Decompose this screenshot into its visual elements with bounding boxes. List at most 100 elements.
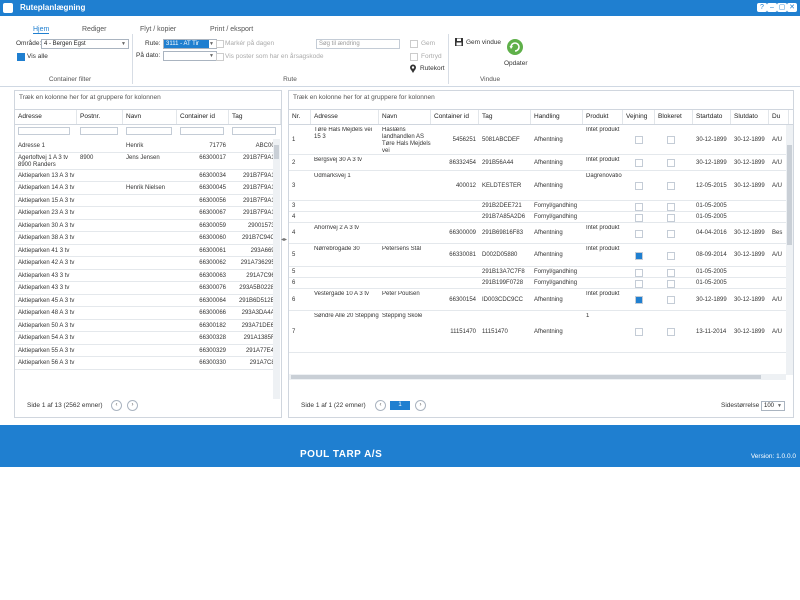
table-row[interactable]: Agertoftvej 1 A 3 tv 8900 Randers 8900 Jen…	[15, 153, 278, 170]
horizontal-scrollbar-thumb[interactable]	[291, 375, 761, 379]
filter-input-name[interactable]	[126, 127, 172, 135]
weighing-checkbox[interactable]	[635, 328, 643, 336]
table-row[interactable]: 4 Ahornvej 2 A 3 tv 66300009 291B69816F83 Af…	[289, 223, 786, 244]
column-header-number[interactable]: Nr.	[289, 110, 311, 124]
table-row[interactable]: 5 291B13A7C7F8 Fornyl/gandhing 01-05-2005	[289, 267, 786, 278]
left-scrollbar[interactable]	[273, 139, 280, 399]
blocked-checkbox[interactable]	[667, 296, 675, 304]
route-select[interactable]: 3111 - AT Tir	[163, 39, 211, 49]
prev-page-button[interactable]: ‹	[375, 400, 386, 411]
column-header-container-id[interactable]: Container id	[177, 110, 229, 124]
weighing-checkbox[interactable]	[635, 182, 643, 190]
date-picker[interactable]	[163, 51, 211, 61]
blocked-checkbox[interactable]	[667, 203, 675, 211]
table-row[interactable]: Aktieparken 54 A 3 tv 66300328 291A1385F5	[15, 332, 278, 345]
page-size-select[interactable]: 100 ▼	[761, 401, 785, 411]
column-header-container-id[interactable]: Container id	[431, 110, 479, 124]
table-row[interactable]: 3 Udmarksvej 1 400012 KELDTESTER Afhentning D…	[289, 171, 786, 201]
column-header-end-date[interactable]: Slutdato	[731, 110, 769, 124]
table-row[interactable]: Aktieparken 45 A 3 tv 66300064 291B6D512E8	[15, 295, 278, 307]
prev-page-button[interactable]: ‹	[111, 400, 122, 411]
column-header-action[interactable]: Handling	[531, 110, 583, 124]
weighing-checkbox[interactable]	[635, 203, 643, 211]
blocked-checkbox[interactable]	[667, 269, 675, 277]
table-row[interactable]: Aktieparken 23 A 3 tv 66300067 291B7F9A14	[15, 207, 278, 220]
column-header-start-date[interactable]: Startdato	[693, 110, 731, 124]
table-row[interactable]: 1 Tøre Hals Mejdels vei 15 3 Haslæns landh…	[289, 125, 786, 155]
table-row[interactable]: 3 291B2DEE721 Fornyl/gandhing 01-05-2005	[289, 201, 786, 212]
table-row[interactable]: Aktieparken 14 A 3 tv Henrik Nielsen 66300…	[15, 182, 278, 195]
save-window-button[interactable]: Gem vindue	[466, 39, 502, 46]
blocked-checkbox[interactable]	[667, 136, 675, 144]
route-map-button[interactable]: Rutekort	[420, 65, 445, 72]
left-scrollbar-thumb[interactable]	[274, 145, 279, 159]
minimize-button[interactable]: –	[767, 3, 777, 12]
blocked-checkbox[interactable]	[667, 328, 675, 336]
weighing-checkbox[interactable]	[635, 280, 643, 288]
splitter-handle[interactable]: ◂▸	[281, 237, 288, 243]
weighing-checkbox[interactable]	[635, 296, 643, 304]
table-row[interactable]: Aktieparken 56 A 3 tv 66300330 291A7C84	[15, 357, 278, 370]
column-header-weighing[interactable]: Vejning	[623, 110, 655, 124]
filter-input-tag[interactable]	[232, 127, 276, 135]
blocked-checkbox[interactable]	[667, 159, 675, 167]
table-row[interactable]: Aktieparken 13 A 3 tv 66300034 291B7F9A14	[15, 170, 278, 182]
filter-input-address[interactable]	[18, 127, 70, 135]
map-pin-icon[interactable]	[409, 64, 417, 73]
save-disk-icon[interactable]	[455, 38, 463, 46]
table-row[interactable]: 7 Søndre Alle 20 Stepping Stepping Skole 11…	[289, 311, 786, 353]
weighing-checkbox[interactable]	[635, 269, 643, 277]
blocked-checkbox[interactable]	[667, 280, 675, 288]
column-header-name[interactable]: Navn	[123, 110, 177, 124]
table-row[interactable]: Aktieparken 42 A 3 tv 66300062 291A7362955	[15, 257, 278, 270]
weighing-checkbox[interactable]	[635, 229, 643, 238]
blocked-checkbox[interactable]	[667, 182, 675, 190]
tab-print-export[interactable]: Print / eksport	[210, 26, 254, 33]
table-row[interactable]: 4 291B7A85A2D6 Fornyl/gandhing 01-05-2005	[289, 212, 786, 223]
column-header-address[interactable]: Adresse	[311, 110, 379, 124]
table-row[interactable]: Aktieparken 50 A 3 tv 66300182 293A71DE6A	[15, 320, 278, 332]
column-header-postcode[interactable]: Postnr.	[77, 110, 123, 124]
weighing-checkbox[interactable]	[635, 214, 643, 222]
reason-code-checkbox[interactable]	[216, 53, 224, 61]
right-scrollbar-thumb[interactable]	[787, 145, 792, 245]
horizontal-scrollbar[interactable]	[289, 374, 786, 380]
refresh-button[interactable]: Opdater	[504, 60, 528, 67]
weighing-checkbox[interactable]	[635, 159, 643, 167]
blocked-checkbox[interactable]	[667, 214, 675, 222]
table-row[interactable]: 2 Bergsvej 30 A 3 tv 86332454 291B56A44 Afhe…	[289, 155, 786, 171]
column-header-address[interactable]: Adresse	[15, 110, 77, 124]
column-header-tag[interactable]: Tag	[479, 110, 531, 124]
next-page-button[interactable]: ›	[415, 400, 426, 411]
table-row[interactable]: 5 Nørrebrogade 30 Petersens Stål 66330081 D0…	[289, 244, 786, 267]
area-select[interactable]: 4 - Bergen Egst ▼	[41, 39, 129, 49]
table-row[interactable]: Aktieparken 15 A 3 tv 66300056 291B7F9A14	[15, 195, 278, 207]
save-checkbox[interactable]	[410, 40, 418, 48]
undo-checkbox[interactable]	[410, 53, 418, 61]
table-row[interactable]: Aktieparken 43 3 tv 66300063 291A7C963	[15, 270, 278, 282]
weighing-checkbox[interactable]	[635, 136, 643, 144]
column-header-du[interactable]: Du	[769, 110, 789, 124]
table-row[interactable]: 6 291B199F0728 Fornyl/gandhing 01-05-2005	[289, 278, 786, 289]
blocked-checkbox[interactable]	[667, 229, 675, 238]
table-row[interactable]: Aktieparken 48 A 3 tv 66300066 293A3DA4A3	[15, 307, 278, 320]
right-scrollbar[interactable]	[786, 125, 793, 375]
column-header-product[interactable]: Produkt	[583, 110, 623, 124]
filter-input-postcode[interactable]	[80, 127, 118, 135]
show-all-checkbox[interactable]	[17, 53, 25, 61]
close-button[interactable]: ✕	[787, 3, 797, 12]
table-row[interactable]: Aktieparken 30 A 3 tv 66300059 290015735	[15, 220, 278, 232]
next-page-button[interactable]: ›	[127, 400, 138, 411]
column-header-blocked[interactable]: Blokeret	[655, 110, 693, 124]
tab-edit[interactable]: Rediger	[82, 26, 107, 33]
weighing-checkbox[interactable]	[635, 251, 643, 260]
table-row[interactable]: Aktieparken 55 A 3 tv 66300329 291A77E4S	[15, 345, 278, 357]
table-row[interactable]: Adresse 1 Henrik 71776 ABC000	[15, 140, 278, 153]
current-page-button[interactable]: 1	[390, 401, 410, 410]
filter-input-container-id[interactable]	[180, 127, 224, 135]
blocked-checkbox[interactable]	[667, 251, 675, 260]
search-input[interactable]: Søg til ændring	[316, 39, 400, 49]
table-row[interactable]: Aktieparken 41 3 tv 66300061 293A6698	[15, 245, 278, 257]
column-header-name[interactable]: Navn	[379, 110, 431, 124]
tab-home[interactable]: Hjem	[33, 26, 50, 34]
